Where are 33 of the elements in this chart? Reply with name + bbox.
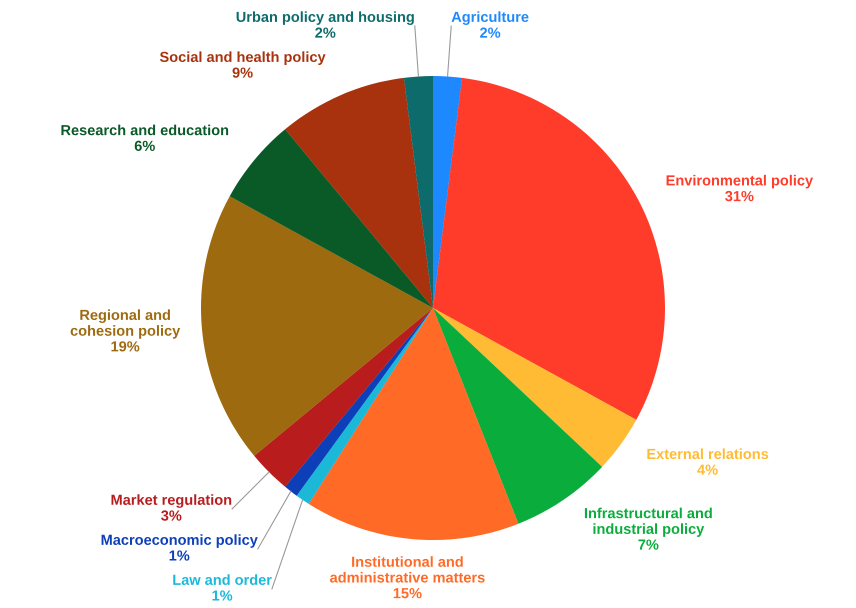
pie-slice: [285, 78, 433, 308]
pie-slice: [201, 196, 433, 456]
data-label: 2%: [480, 27, 500, 38]
slice-label: External relations: [647, 448, 768, 460]
slice-label: Infrastructural and industrial policy: [584, 508, 712, 537]
data-label: 3%: [161, 510, 182, 521]
slice-label: Urban policy and housing: [236, 11, 414, 25]
pie-slice: [433, 308, 636, 467]
data-label: 6%: [134, 140, 155, 152]
data-label: 15%: [394, 588, 422, 598]
pie-slice: [308, 308, 518, 540]
slice-label: Regional and cohesion policy: [70, 309, 180, 339]
data-label: 7%: [638, 539, 659, 550]
slice-label: Macroeconomic policy: [102, 534, 258, 548]
data-label: 1%: [212, 590, 232, 601]
data-label: 19%: [111, 341, 140, 352]
data-label: 2%: [315, 27, 336, 38]
slice-label: Institutional and administrative matters: [330, 556, 485, 583]
pie-slice: [433, 78, 665, 420]
data-label: 9%: [232, 67, 253, 78]
slice-label: Research and education: [61, 124, 228, 136]
data-label: 1%: [170, 550, 190, 561]
pie-slice: [230, 129, 433, 308]
slice-label: Market regulation: [112, 494, 232, 508]
pie-slice: [404, 76, 433, 308]
slice-label: Environmental policy: [666, 174, 814, 188]
slice-label: Agriculture: [452, 11, 528, 25]
data-label: 31%: [725, 190, 754, 202]
data-label: 4%: [697, 464, 718, 475]
slice-label: Social and health policy: [160, 51, 326, 65]
pie-slice: [433, 76, 462, 308]
slice-label: Law and order: [173, 574, 272, 585]
pie-slice: [254, 308, 433, 487]
